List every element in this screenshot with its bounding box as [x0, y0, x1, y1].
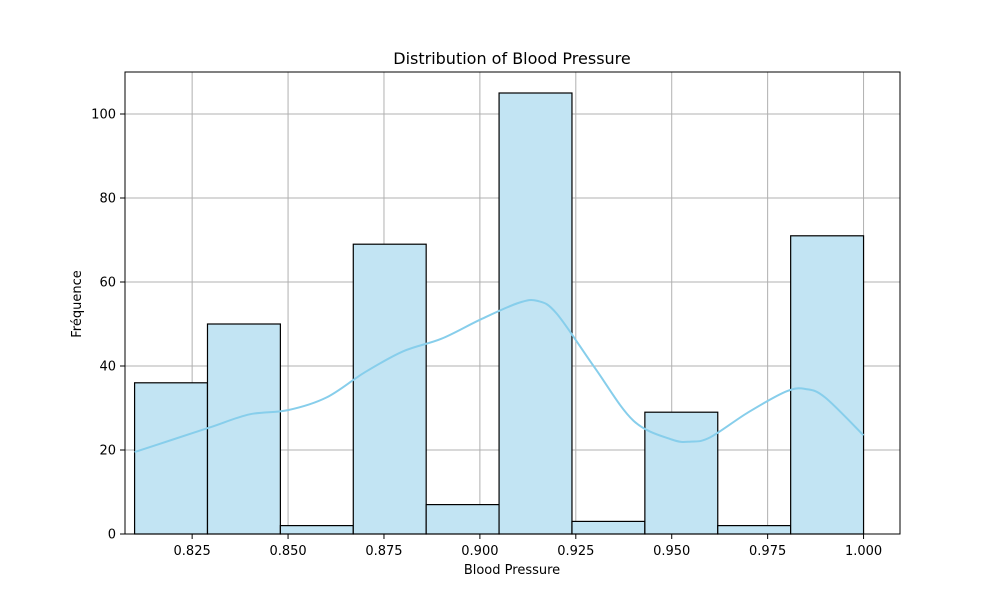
x-tick-label-1: 0.850	[269, 544, 306, 559]
kde-curve-group	[134, 298, 865, 454]
x-tick-label-2: 0.875	[365, 544, 402, 559]
histogram-bar-2	[279, 524, 354, 535]
histogram-bars	[133, 92, 865, 535]
y-tick-label-1: 20	[99, 444, 116, 459]
histogram-bar-4	[425, 504, 500, 535]
x-tick-label-3: 0.900	[461, 544, 498, 559]
histogram-bar-6	[571, 520, 646, 535]
x-axis-ticks: 0.825 0.850 0.875 0.900 0.925 0.950 0.975 1.000	[174, 534, 882, 559]
histogram-bar-1	[206, 323, 281, 535]
y-tick-label-3: 60	[99, 276, 116, 291]
x-axis-title: Blood Pressure	[464, 563, 560, 578]
x-tick-label-0: 0.825	[174, 544, 211, 559]
y-tick-label-0: 0	[108, 528, 116, 543]
x-tick-label-6: 0.975	[749, 544, 786, 559]
x-tick-label-4: 0.925	[557, 544, 594, 559]
x-tick-label-7: 1.000	[845, 544, 882, 559]
chart-title: Distribution of Blood Pressure	[393, 49, 631, 68]
histogram-bar-3	[352, 243, 427, 535]
kde-curve	[134, 298, 865, 454]
x-tick-label-5: 0.950	[653, 544, 690, 559]
y-tick-label-4: 80	[99, 192, 116, 207]
histogram-bar-8	[717, 524, 792, 535]
axes-frame	[124, 71, 901, 535]
y-axis-title: Fréquence	[70, 270, 85, 337]
histogram-bar-0	[133, 382, 209, 535]
y-axis-ticks: 0 20 40 60 80 100	[91, 108, 125, 543]
histogram-bar-5	[498, 92, 573, 535]
histogram-bar-9	[790, 235, 865, 535]
y-tick-label-2: 40	[99, 360, 116, 375]
y-tick-label-5: 100	[91, 108, 116, 123]
histogram-bar-7	[644, 411, 719, 535]
